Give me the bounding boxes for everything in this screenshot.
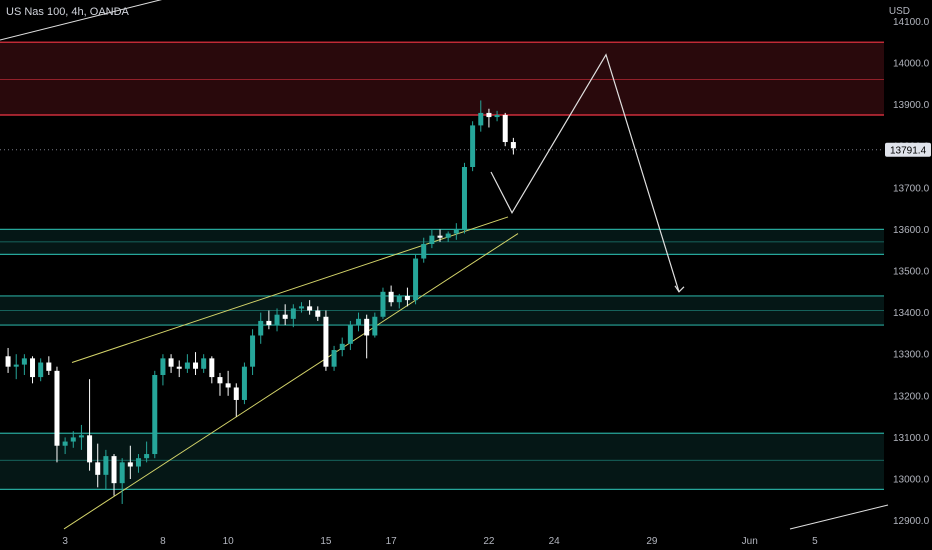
channel-lower-line [63, 233, 519, 530]
candle-body[interactable] [176, 366, 182, 369]
candle-body[interactable] [445, 233, 451, 238]
candle-body[interactable] [111, 456, 117, 484]
candle-body[interactable] [38, 362, 44, 378]
resistance-zone [0, 42, 884, 116]
candle-body[interactable] [461, 167, 467, 230]
candle-body[interactable] [78, 435, 84, 438]
candle-body[interactable] [103, 456, 109, 475]
candle-body[interactable] [347, 325, 353, 344]
y-tick-label: 14000.0 [893, 59, 930, 70]
currency-label: USD [888, 6, 910, 17]
y-tick-label: 13500.0 [893, 267, 930, 278]
x-tick-label: 17 [386, 536, 398, 547]
candle-body[interactable] [429, 235, 435, 244]
symbol-title: US Nas 100, 4h, OANDA [6, 6, 129, 18]
candle-body[interactable] [307, 306, 313, 311]
candle-body[interactable] [217, 377, 223, 384]
trend-line-top-left [0, 0, 163, 41]
candle-body[interactable] [502, 115, 508, 143]
candle-body[interactable] [413, 258, 419, 301]
candle-body[interactable] [372, 316, 378, 336]
candle-body[interactable] [70, 437, 76, 442]
candle-body[interactable] [453, 229, 459, 234]
candle-body[interactable] [152, 375, 158, 455]
candle-body[interactable] [127, 462, 133, 467]
candle-body[interactable] [201, 358, 207, 369]
x-tick-label: 24 [549, 536, 561, 547]
candle-body[interactable] [184, 362, 190, 369]
candle-body[interactable] [388, 291, 394, 303]
candle-body[interactable] [282, 314, 288, 319]
candle-body[interactable] [478, 112, 484, 126]
y-tick-label: 13000.0 [893, 475, 930, 486]
candle-body[interactable] [323, 316, 329, 367]
candle-body[interactable] [193, 362, 199, 369]
y-tick-label: 13400.0 [893, 308, 930, 319]
candle-body[interactable] [258, 320, 264, 336]
candle-body[interactable] [470, 125, 476, 167]
last-price-tag [885, 142, 931, 157]
candle-body[interactable] [250, 335, 256, 367]
candle-body[interactable] [54, 370, 60, 446]
candle-body[interactable] [510, 142, 516, 149]
x-tick-label: 5 [812, 536, 818, 547]
y-tick-label: 13300.0 [893, 350, 930, 361]
candle-body[interactable] [380, 291, 386, 317]
candle-body[interactable] [486, 112, 492, 118]
projection-path [490, 53, 680, 292]
candle-body[interactable] [331, 350, 337, 367]
candle-body[interactable] [30, 358, 36, 378]
candle-body[interactable] [274, 314, 280, 326]
last-price-label: 13791.4 [890, 145, 927, 156]
candle-body[interactable] [315, 310, 321, 317]
candle-body[interactable] [266, 320, 272, 326]
candle-body[interactable] [168, 358, 174, 367]
candle-body[interactable] [21, 358, 27, 365]
x-tick-label: 8 [160, 536, 166, 547]
candle-body[interactable] [356, 318, 362, 326]
candle-body[interactable] [396, 295, 402, 303]
y-tick-label: 13700.0 [893, 183, 930, 194]
candle-body[interactable] [144, 454, 150, 459]
candle-body[interactable] [13, 364, 19, 367]
x-tick-label: 3 [62, 536, 68, 547]
candle-body[interactable] [46, 362, 52, 371]
candle-body[interactable] [62, 441, 68, 446]
support-zone [0, 433, 884, 490]
candle-body[interactable] [95, 462, 101, 475]
candle-body[interactable] [290, 308, 296, 319]
projection-arrow-head [674, 285, 685, 293]
candle-body[interactable] [233, 387, 239, 400]
candle-body[interactable] [225, 383, 231, 388]
y-tick-label: 13100.0 [893, 433, 930, 444]
y-tick-label: 14100.0 [893, 17, 930, 28]
channel-upper-line [71, 216, 509, 363]
candle-body[interactable] [119, 462, 125, 484]
candle-body[interactable] [494, 115, 500, 118]
y-tick-label: 13900.0 [893, 100, 930, 111]
candle-body[interactable] [298, 306, 304, 309]
y-tick-label: 13600.0 [893, 225, 930, 236]
candle-body[interactable] [209, 358, 215, 378]
candle-body[interactable] [404, 295, 410, 301]
candle-body[interactable] [339, 343, 345, 351]
candle-body[interactable] [364, 318, 370, 336]
x-tick-label: 15 [320, 536, 332, 547]
candle-body[interactable] [421, 243, 427, 259]
candle-body[interactable] [437, 235, 443, 238]
y-tick-label: 12900.0 [893, 516, 930, 527]
candle-body[interactable] [160, 358, 166, 375]
candle-body[interactable] [5, 356, 11, 367]
candle-body[interactable] [87, 435, 93, 463]
trend-line-bottom-right [789, 504, 889, 530]
x-tick-label: 10 [223, 536, 235, 547]
candle-body[interactable] [135, 458, 141, 467]
candle-body[interactable] [241, 366, 247, 400]
x-tick-label: 22 [483, 536, 495, 547]
x-tick-label: 29 [646, 536, 658, 547]
x-tick-label: Jun [742, 536, 758, 547]
y-tick-label: 13200.0 [893, 391, 930, 402]
